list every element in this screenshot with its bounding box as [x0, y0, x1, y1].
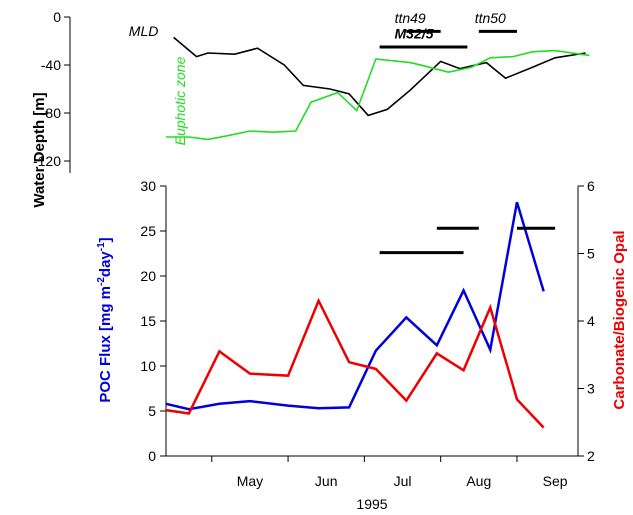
- poc-title-part2: day: [97, 251, 114, 278]
- poc-tick-label: 15: [140, 313, 156, 329]
- poc-tick-label: 20: [140, 268, 156, 284]
- x-tick-label: May: [237, 473, 263, 489]
- series-layer: [165, 36, 590, 429]
- x-axis-title: 1995: [356, 496, 387, 512]
- x-tick-label: Aug: [466, 473, 491, 489]
- poc-tick-label: 0: [148, 448, 156, 464]
- depth-tick-label: -40: [41, 57, 61, 73]
- depth-axis: 0 -40 -80 -120: [33, 9, 71, 173]
- depth-axis-title: Water Depth [m]: [31, 92, 48, 207]
- poc-title-sup1: -2: [96, 277, 107, 286]
- annotation-label: Euphotic zone: [172, 56, 188, 145]
- x-tick-label: Jun: [315, 473, 338, 489]
- cruise-bars: [379, 29, 556, 255]
- x-axis: May Jun Jul Aug Sep: [166, 455, 578, 489]
- depth-tick-label: -80: [41, 105, 61, 121]
- ratio-tick-label: 4: [587, 313, 595, 329]
- annotations: ttn49 ttn50 M32/5 MLD Euphotic zone: [129, 10, 506, 145]
- poc-title-part1: POC Flux [mg m: [97, 286, 114, 403]
- poc-tick-label: 10: [140, 358, 156, 374]
- annotation-label: M32/5: [395, 26, 434, 42]
- poc-flux-axis-title: POC Flux [mg m-2day-1]: [96, 237, 114, 402]
- annotation-label: MLD: [129, 23, 159, 39]
- poc-title-part3: ]: [97, 237, 114, 242]
- x-tick-label: Jul: [394, 473, 412, 489]
- euphotic-zone-line: [166, 49, 590, 141]
- flux-axes: 0 5 10 15 20 25 30 2 3 4 5 6: [140, 178, 595, 464]
- annotation-label: ttn50: [475, 10, 506, 26]
- poc-tick-label: 5: [148, 403, 156, 419]
- mld-line: [173, 36, 586, 117]
- annotation-label: ttn49: [395, 10, 426, 26]
- ratio-axis-title: Carbonate/Biogenic Opal: [611, 230, 628, 409]
- poc-tick-label: 30: [140, 178, 156, 194]
- ratio-tick-label: 6: [587, 178, 595, 194]
- ratio-tick-label: 5: [587, 246, 595, 262]
- carbonate-biogenic-opal-line: [165, 297, 545, 429]
- ratio-tick-label: 2: [587, 448, 595, 464]
- depth-tick-label: -120: [33, 153, 61, 169]
- poc-title-sup2: -1: [96, 242, 107, 251]
- x-tick-label: Sep: [543, 473, 568, 489]
- poc-tick-label: 25: [140, 223, 156, 239]
- depth-tick-label: 0: [53, 9, 61, 25]
- ratio-tick-label: 3: [587, 381, 595, 397]
- poc-flux-line: [165, 201, 545, 411]
